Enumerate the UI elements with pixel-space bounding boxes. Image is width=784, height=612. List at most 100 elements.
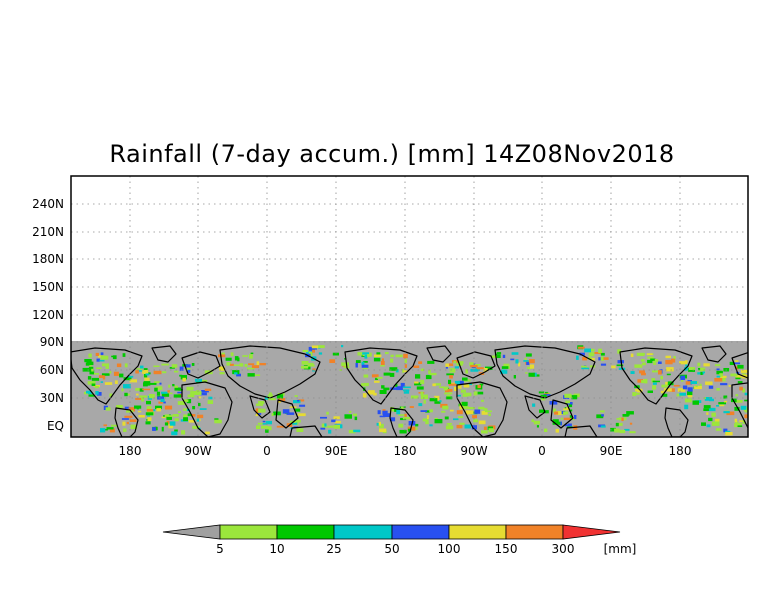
rain-cell [524,357,527,360]
rain-cell [448,379,452,385]
rain-cell [191,363,195,366]
rain-cell [186,399,192,404]
rain-cell [582,357,588,361]
rain-cell [267,426,272,431]
rain-cell [589,365,596,368]
rain-cell [164,405,173,410]
rain-cell [679,392,686,396]
rain-cell [255,413,258,417]
rain-cell [364,354,368,359]
rain-cell [399,429,407,434]
rain-cell [128,375,134,378]
rain-cell [183,417,188,422]
rain-cell [191,414,196,417]
rain-cell [136,368,143,370]
rain-cell [326,411,329,415]
rain-cell [695,385,698,387]
rain-cell [429,398,438,402]
rain-cell [204,388,212,391]
rain-cell [178,388,183,391]
rain-cell [735,421,739,424]
rain-cell [449,368,456,373]
rain-cell [124,415,133,418]
rain-cell [168,392,173,395]
rain-cell [407,426,416,431]
legend-swatch [333,524,393,540]
rain-cell [196,380,201,384]
rain-cell [352,413,358,416]
rain-cell [122,353,126,357]
rain-cell [719,377,726,382]
rain-cell [552,419,559,424]
rain-cell [199,379,208,383]
rain-cell [701,422,706,426]
rain-cell [376,376,383,379]
rain-cell [716,368,720,371]
rain-cell [720,375,727,378]
rain-cell [171,431,178,436]
rain-cell [734,399,743,403]
rain-cell [344,414,352,419]
rain-cell [174,429,178,432]
legend-label: 10 [269,542,284,556]
rain-cell [307,364,315,367]
rain-cell [144,374,148,378]
rain-cell [637,388,643,393]
rain-cell [652,385,657,390]
rain-cell [650,358,656,361]
rain-cell [714,364,721,367]
rain-cell [637,379,644,383]
rain-cell [744,392,748,396]
rain-cell [716,388,720,391]
rain-cell [395,354,403,358]
rain-cell [673,356,676,360]
rain-cell [398,423,404,428]
rain-cell [434,419,443,424]
rain-cell [652,380,660,383]
rain-cell [329,359,336,363]
rain-cell [404,364,407,368]
rain-cell [374,354,382,358]
rain-cell [103,428,108,431]
rain-cell [500,369,508,374]
rain-cell [296,428,304,432]
rain-cell [574,415,577,420]
rain-cell [371,374,379,378]
rain-cell [121,388,124,392]
rain-cell [362,393,367,398]
rain-cell [135,387,141,391]
rain-cell [456,410,463,415]
rain-cell [448,363,454,366]
rain-cell [95,391,99,395]
rain-cell [214,418,219,421]
rain-cell [446,396,453,400]
rain-cell [425,374,432,380]
rain-cell [694,385,702,390]
rain-cell [230,352,234,357]
rain-cell [742,420,746,424]
rain-cell [434,383,441,386]
rain-cell [88,353,92,358]
rain-cell [373,357,381,362]
rain-cell [449,409,454,412]
rain-cell [148,394,155,399]
rain-cell [619,429,626,434]
rain-cell [146,409,154,412]
rain-cell [126,410,131,413]
rain-cell [470,368,479,372]
rain-cell [456,424,463,429]
rain-cell [662,393,668,397]
rain-cell [629,431,636,434]
rain-cell [420,410,427,412]
rain-cell [174,385,178,388]
rain-cell [390,407,394,412]
rain-cell [381,358,384,362]
rain-cell [705,381,713,385]
rain-cell [124,363,128,368]
rain-cell [652,382,657,385]
rain-cell [515,359,519,364]
rain-cell [488,428,494,433]
y-tick-label: 210N [32,225,64,239]
rain-cell [225,357,232,361]
rain-cell [247,373,255,377]
